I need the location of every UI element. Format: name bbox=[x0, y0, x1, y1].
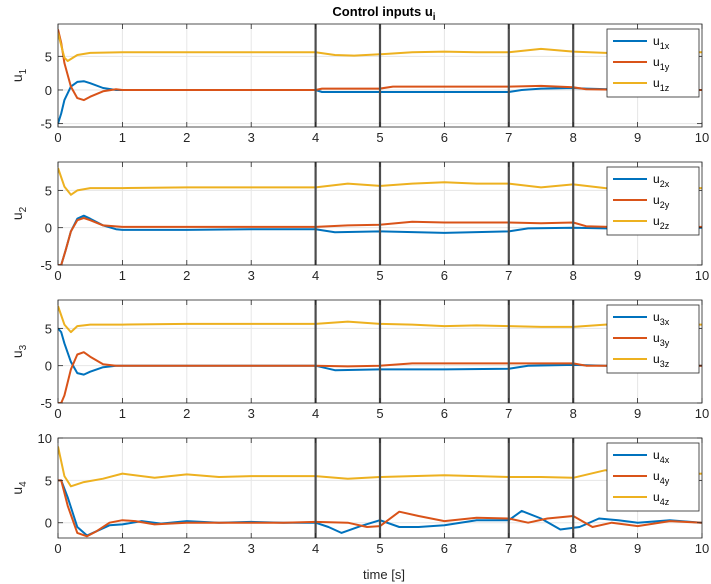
panel-u4: 0 1 2 3 4 5 6 7 8 9 10 0 5 10 u4 u4x u4y u4z bbox=[9, 431, 709, 556]
series-line-u1x bbox=[58, 80, 702, 124]
x-tick-label: 10 bbox=[695, 406, 709, 421]
legend-entry: u1x bbox=[653, 34, 670, 51]
y-tick-label: 5 bbox=[45, 49, 52, 64]
legend-entry: u1y bbox=[653, 55, 670, 72]
x-tick-label: 1 bbox=[119, 541, 126, 556]
y-axis-label: u4 bbox=[9, 481, 29, 495]
y-axis-label: u1 bbox=[9, 68, 29, 82]
x-tick-label: 7 bbox=[505, 541, 512, 556]
x-tick-label: 10 bbox=[695, 268, 709, 283]
x-tick-label: 10 bbox=[695, 130, 709, 145]
legend-entry: u4z bbox=[653, 490, 670, 507]
legend: u3x u3y u3z bbox=[606, 304, 700, 374]
x-tick-label: 7 bbox=[505, 130, 512, 145]
x-tick-label: 5 bbox=[376, 541, 383, 556]
legend-entry: u3z bbox=[653, 352, 670, 369]
legend-entry: u3y bbox=[653, 331, 670, 348]
y-tick-label: 0 bbox=[45, 221, 52, 236]
x-tick-label: 1 bbox=[119, 268, 126, 283]
x-tick-label: 9 bbox=[634, 130, 641, 145]
x-tick-label: 8 bbox=[570, 268, 577, 283]
series-line-u2y bbox=[58, 217, 702, 265]
y-axis-label: u3 bbox=[9, 344, 29, 358]
x-tick-label: 1 bbox=[119, 406, 126, 421]
y-tick-label: 0 bbox=[45, 359, 52, 374]
x-tick-label: 2 bbox=[183, 541, 190, 556]
x-tick-label: 6 bbox=[441, 406, 448, 421]
y-tick-label: 0 bbox=[45, 83, 52, 98]
x-tick-label: 2 bbox=[183, 406, 190, 421]
legend-entry: u3x bbox=[653, 310, 670, 327]
legend-entry: u4y bbox=[653, 469, 670, 486]
x-tick-label: 5 bbox=[376, 268, 383, 283]
x-tick-label: 4 bbox=[312, 130, 319, 145]
x-tick-label: 10 bbox=[695, 541, 709, 556]
y-tick-label: -5 bbox=[40, 396, 52, 411]
x-tick-label: 6 bbox=[441, 541, 448, 556]
x-tick-label: 3 bbox=[248, 406, 255, 421]
legend: u4x u4y u4z bbox=[606, 442, 700, 512]
x-tick-label: 9 bbox=[634, 406, 641, 421]
x-tick-label: 5 bbox=[376, 130, 383, 145]
legend-entry: u2y bbox=[653, 193, 670, 210]
x-tick-label: 3 bbox=[248, 268, 255, 283]
series-line-u4z bbox=[58, 446, 702, 488]
legend-entry: u2x bbox=[653, 172, 670, 189]
y-tick-label: 10 bbox=[38, 431, 52, 446]
x-tick-label: 3 bbox=[248, 130, 255, 145]
y-tick-label: 0 bbox=[45, 516, 52, 531]
x-tick-label: 8 bbox=[570, 406, 577, 421]
x-tick-label: 6 bbox=[441, 268, 448, 283]
y-axis-label: u2 bbox=[9, 206, 29, 220]
x-tick-label: 2 bbox=[183, 268, 190, 283]
y-tick-label: -5 bbox=[40, 258, 52, 273]
x-tick-label: 4 bbox=[312, 406, 319, 421]
series-line-u3y bbox=[58, 351, 702, 403]
legend-entry: u4x bbox=[653, 448, 670, 465]
y-tick-label: 5 bbox=[45, 321, 52, 336]
series-line-u1z bbox=[58, 32, 702, 62]
legend: u2x u2y u2z bbox=[606, 166, 700, 236]
x-tick-label: 3 bbox=[248, 541, 255, 556]
figure-title: Control inputs ui bbox=[332, 4, 435, 23]
x-tick-label: 0 bbox=[54, 130, 61, 145]
x-axis-label: time [s] bbox=[363, 567, 405, 582]
x-tick-label: 0 bbox=[54, 406, 61, 421]
x-tick-label: 9 bbox=[634, 541, 641, 556]
y-tick-label: 5 bbox=[45, 183, 52, 198]
x-tick-label: 4 bbox=[312, 541, 319, 556]
legend-entry: u2z bbox=[653, 214, 670, 231]
x-tick-label: 2 bbox=[183, 130, 190, 145]
x-tick-label: 8 bbox=[570, 130, 577, 145]
x-tick-label: 6 bbox=[441, 130, 448, 145]
x-tick-label: 0 bbox=[54, 541, 61, 556]
legend: u1x u1y u1z bbox=[606, 28, 700, 98]
x-tick-label: 4 bbox=[312, 268, 319, 283]
x-tick-label: 7 bbox=[505, 406, 512, 421]
x-tick-label: 1 bbox=[119, 130, 126, 145]
legend-entry: u1z bbox=[653, 76, 670, 93]
x-tick-label: 9 bbox=[634, 268, 641, 283]
x-tick-label: 7 bbox=[505, 268, 512, 283]
x-tick-label: 8 bbox=[570, 541, 577, 556]
y-tick-label: 5 bbox=[45, 473, 52, 488]
x-tick-label: 5 bbox=[376, 406, 383, 421]
x-tick-label: 0 bbox=[54, 268, 61, 283]
y-tick-label: -5 bbox=[40, 117, 52, 132]
